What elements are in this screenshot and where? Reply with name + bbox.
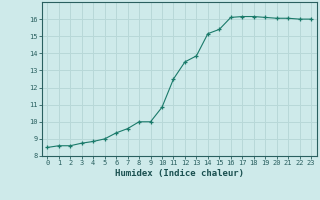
X-axis label: Humidex (Indice chaleur): Humidex (Indice chaleur): [115, 169, 244, 178]
